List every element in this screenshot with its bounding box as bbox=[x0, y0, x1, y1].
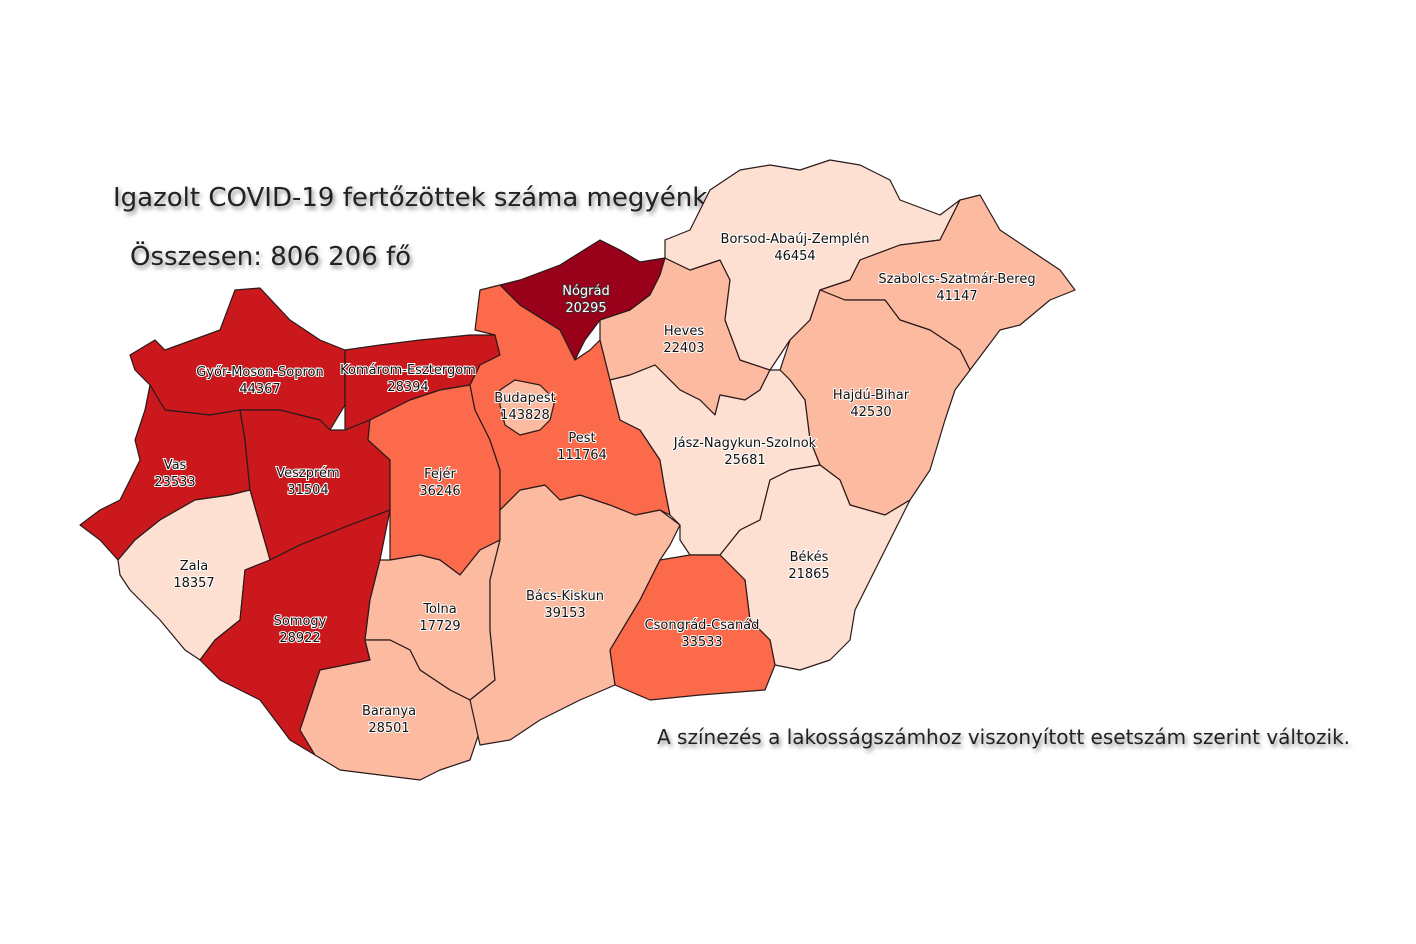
label-name: Komárom-Esztergom bbox=[340, 363, 476, 378]
label-cases: 33533 bbox=[681, 635, 722, 650]
label-cases: 28394 bbox=[387, 380, 428, 395]
label-name: Győr-Moson-Sopron bbox=[196, 365, 323, 380]
label-cases: 18357 bbox=[173, 576, 214, 591]
label-cases: 28922 bbox=[279, 631, 320, 646]
map-title: Igazolt COVID-19 fertőzöttek száma megyé… bbox=[113, 183, 750, 213]
label-cases: 28501 bbox=[368, 721, 409, 736]
label-cases: 21865 bbox=[788, 567, 829, 582]
label-cases: 20295 bbox=[565, 301, 606, 316]
label-cases: 31504 bbox=[287, 483, 328, 498]
label-cases: 46454 bbox=[774, 249, 815, 264]
label-name: Pest bbox=[568, 431, 595, 446]
label-name: Baranya bbox=[362, 704, 416, 719]
label-name: Budapest bbox=[494, 391, 556, 406]
label-cases: 41147 bbox=[936, 289, 977, 304]
color-note: A színezés a lakosságszámhoz viszonyítot… bbox=[657, 725, 1351, 749]
label-name: Csongrád-Csanád bbox=[645, 618, 760, 633]
label-name: Tolna bbox=[422, 602, 457, 617]
total-cases: Összesen: 806 206 fő bbox=[130, 242, 412, 272]
label-name: Hajdú-Bihar bbox=[833, 388, 910, 403]
county-csongrad-csanad[interactable] bbox=[609, 554, 776, 701]
label-cases: 22403 bbox=[663, 341, 704, 356]
label-name: Vas bbox=[164, 458, 187, 473]
label-cases: 111764 bbox=[557, 448, 607, 463]
label-cases: 25681 bbox=[724, 453, 765, 468]
label-cases: 23533 bbox=[154, 475, 195, 490]
label-cases: 39153 bbox=[544, 606, 585, 621]
county-labels: Győr-Moson-Sopron 44367 Komárom-Esztergo… bbox=[153, 231, 1036, 737]
label-name: Nógrád bbox=[562, 284, 610, 299]
label-name: Jász-Nagykun-Szolnok bbox=[673, 436, 817, 451]
label-name: Heves bbox=[664, 324, 704, 339]
label-name: Borsod-Abaúj-Zemplén bbox=[721, 232, 870, 247]
county-baranya[interactable] bbox=[299, 639, 481, 781]
label-name: Zala bbox=[180, 559, 208, 574]
label-name: Bács-Kiskun bbox=[526, 589, 604, 604]
label-name: Veszprém bbox=[276, 466, 339, 481]
label-cases: 143828 bbox=[500, 408, 550, 423]
label-name: Szabolcs-Szatmár-Bereg bbox=[878, 272, 1035, 287]
label-name: Békés bbox=[790, 550, 829, 565]
label-cases: 42530 bbox=[850, 405, 891, 420]
county-budapest[interactable] bbox=[499, 379, 556, 436]
label-cases: 44367 bbox=[239, 382, 280, 397]
label-cases: 17729 bbox=[419, 619, 460, 634]
label-name: Fejér bbox=[424, 467, 456, 482]
county-bekes[interactable] bbox=[719, 464, 911, 671]
label-cases: 36246 bbox=[419, 484, 460, 499]
label-name: Somogy bbox=[274, 614, 327, 629]
